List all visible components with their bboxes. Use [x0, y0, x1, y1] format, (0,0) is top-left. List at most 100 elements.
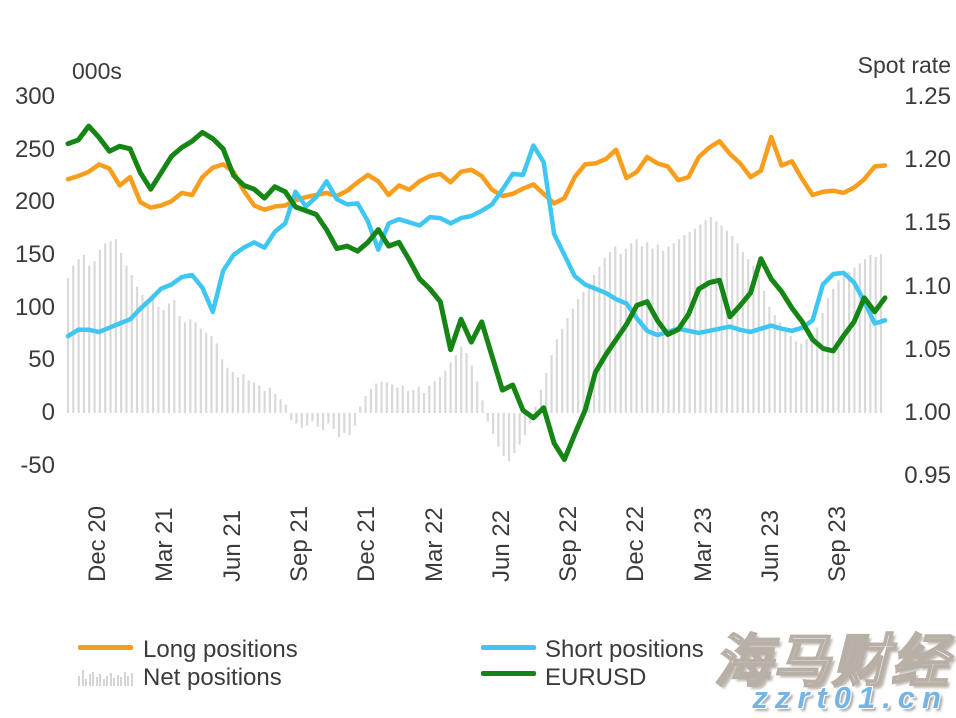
net-positions-bar: [699, 224, 702, 413]
net-positions-bar: [327, 413, 330, 424]
legend-net-swatch-bar: [78, 676, 80, 686]
net-positions-bar: [592, 275, 596, 413]
net-positions-bar: [465, 352, 468, 413]
legend-net-swatch-bar: [92, 672, 94, 686]
net-positions-bar: [157, 306, 160, 413]
net-positions-bar: [364, 396, 367, 413]
net-positions-bar: [66, 278, 70, 413]
legend-net-swatch-bar: [95, 677, 98, 686]
left-axis-tick: 50: [28, 346, 55, 373]
long-positions-line: [65, 134, 888, 212]
net-positions-bar: [199, 328, 202, 413]
net-positions-bar: [688, 231, 691, 413]
right-axis-tick: 1.05: [904, 336, 951, 363]
net-positions-bar: [252, 382, 256, 413]
left-axis-title: 000s: [72, 58, 122, 84]
net-positions-bar: [146, 301, 149, 413]
net-positions-bar: [879, 253, 883, 413]
net-positions-bar: [88, 265, 91, 413]
net-positions-bar: [72, 265, 75, 413]
net-positions-bar: [422, 392, 426, 413]
net-positions-bar: [460, 346, 463, 413]
right-axis-tick: 1.00: [904, 399, 951, 426]
net-positions-bar: [242, 374, 245, 413]
net-positions-bar: [406, 390, 410, 413]
net-positions-bar: [173, 300, 176, 413]
net-positions-bar: [598, 266, 601, 413]
net-positions-bar: [842, 276, 845, 413]
net-positions-bar: [380, 381, 383, 413]
net-positions-bar: [120, 252, 123, 413]
legend-eurusd-label: EURUSD: [545, 664, 647, 691]
net-positions-bar: [486, 413, 489, 422]
net-positions-bar: [337, 413, 341, 438]
net-positions-bar: [247, 380, 250, 413]
net-positions-bar: [555, 339, 558, 413]
net-positions-bar: [513, 413, 516, 454]
net-positions-bar: [125, 265, 128, 413]
net-positions-bar: [693, 228, 697, 413]
net-positions-bar: [470, 365, 473, 413]
legend-net-swatch-bar: [81, 670, 84, 686]
legend-short-label: Short positions: [545, 636, 704, 663]
net-positions-bar: [763, 290, 766, 413]
net-positions-bar: [550, 355, 553, 413]
net-positions-bar: [396, 387, 399, 413]
legend-net-label: Net positions: [143, 664, 282, 691]
net-positions-bar: [189, 319, 192, 413]
right-axis-title: Spot rate: [857, 52, 951, 78]
net-positions-bar: [385, 382, 388, 413]
legend-net-swatch-bar: [120, 677, 122, 686]
eurusd-line: [65, 123, 888, 463]
net-positions-bar: [757, 275, 760, 413]
net-positions-bar: [773, 315, 776, 413]
net-positions-bar: [221, 359, 224, 413]
net-positions-bar: [353, 413, 357, 426]
left-axis-tick: 150: [14, 241, 55, 268]
legend-net-swatch-bar: [130, 673, 133, 686]
net-positions-bar: [359, 406, 362, 413]
net-positions-bar: [805, 339, 808, 413]
net-positions-bar: [401, 385, 404, 413]
net-positions-bar: [587, 283, 590, 413]
net-positions-bar: [311, 413, 314, 422]
net-positions-bar: [720, 225, 723, 413]
net-positions-bar: [444, 370, 447, 413]
net-positions-bar: [731, 236, 734, 413]
net-positions-bar: [863, 259, 867, 413]
net-positions-bar: [715, 221, 718, 413]
net-positions-bar: [454, 355, 457, 413]
legend-eurusd-swatch: [481, 671, 536, 676]
net-positions-bar: [614, 246, 617, 413]
net-positions-bar: [290, 413, 293, 421]
net-positions-bar: [768, 306, 771, 413]
left-axis-tick: 0: [41, 399, 55, 426]
net-positions-bar: [141, 295, 144, 413]
net-positions-bar: [236, 377, 240, 413]
net-positions-bar: [433, 381, 436, 413]
net-positions-bar: [82, 255, 86, 413]
net-positions-bar: [789, 336, 792, 413]
net-positions-bar: [566, 318, 569, 413]
net-positions-bar: [279, 399, 282, 413]
net-positions-bar: [800, 343, 803, 413]
net-positions-bar: [635, 239, 638, 413]
net-positions-bar: [263, 390, 266, 413]
net-positions-bar: [316, 413, 319, 427]
net-positions-bar: [874, 257, 877, 413]
net-positions-bar: [725, 230, 728, 413]
net-positions-bar: [603, 258, 606, 413]
net-positions-bar: [231, 371, 234, 413]
net-positions-bar: [778, 322, 782, 413]
right-axis-tick: 1.10: [904, 273, 951, 300]
net-positions-bar: [205, 332, 208, 413]
net-positions-bar: [412, 389, 415, 413]
net-positions-bar: [77, 259, 80, 413]
net-positions-bar: [274, 394, 277, 413]
legend-net-swatch-bar: [85, 679, 87, 686]
net-positions-bar: [348, 413, 351, 436]
legend-net-swatch-bar: [113, 678, 115, 686]
net-positions-bar: [794, 341, 798, 413]
net-positions-bar: [608, 251, 612, 413]
